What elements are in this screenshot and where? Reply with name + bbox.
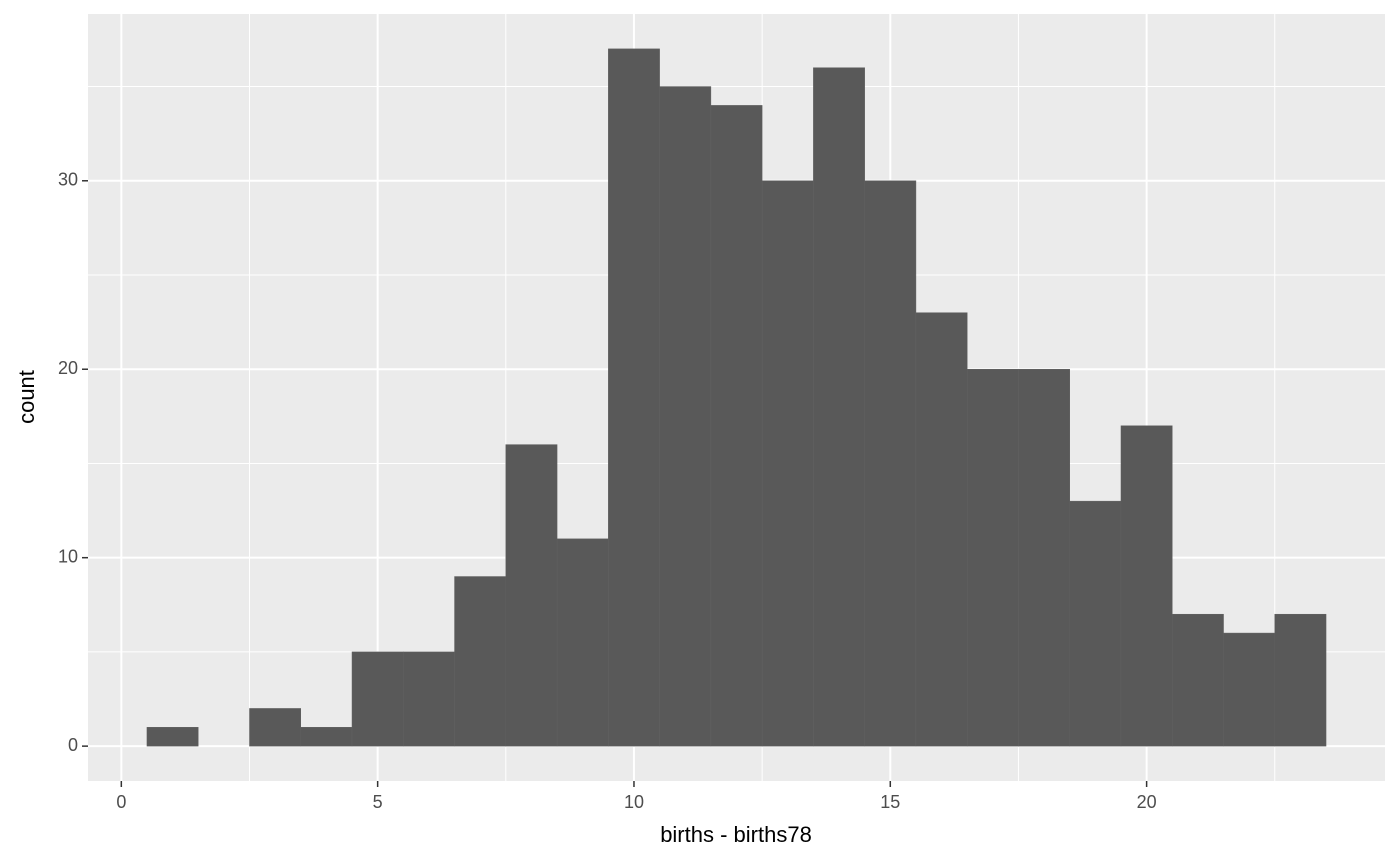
bar — [300, 727, 353, 747]
bar — [505, 444, 558, 747]
bar — [1120, 425, 1173, 747]
x-tick-label: 15 — [880, 792, 900, 812]
bar — [1223, 632, 1276, 747]
bar — [454, 576, 507, 747]
bar — [1274, 613, 1327, 747]
axes: 0 5 10 15 20 0 10 20 30 — [58, 170, 1157, 812]
x-tick-label: 20 — [1137, 792, 1157, 812]
bar — [1172, 613, 1224, 747]
bar — [1018, 368, 1070, 747]
y-tick-label: 0 — [68, 735, 78, 755]
x-tick-label: 0 — [116, 792, 126, 812]
bar — [556, 538, 609, 747]
bar — [710, 105, 763, 747]
bar — [1069, 500, 1122, 747]
bar — [915, 312, 968, 747]
y-tick-label: 30 — [58, 170, 78, 190]
y-tick-label: 10 — [58, 546, 78, 566]
bar — [608, 48, 660, 747]
y-tick-label: 20 — [58, 358, 78, 378]
x-tick-label: 10 — [624, 792, 644, 812]
x-axis-title: births - births78 — [660, 822, 812, 847]
bar — [864, 180, 917, 747]
bar — [761, 180, 814, 747]
bar — [966, 368, 1019, 747]
x-tick-label: 5 — [373, 792, 383, 812]
bar — [249, 708, 301, 747]
bar — [146, 727, 199, 747]
bars — [146, 48, 1327, 747]
bar — [351, 651, 404, 747]
bar — [813, 67, 865, 747]
bar — [659, 86, 712, 747]
bar — [403, 651, 455, 747]
y-axis-title: count — [14, 370, 39, 424]
